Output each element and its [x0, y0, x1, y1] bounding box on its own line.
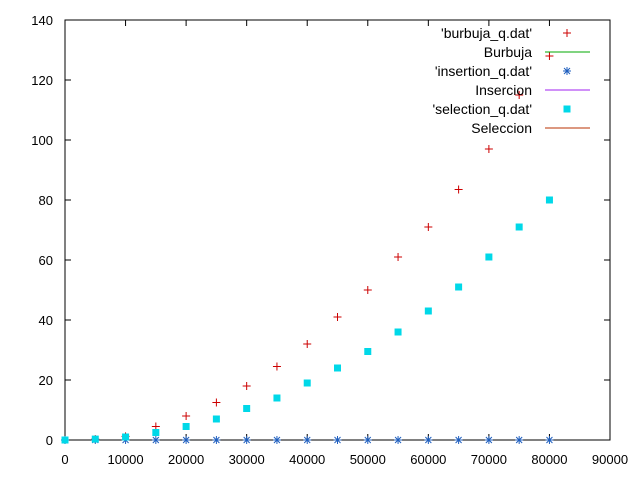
- series-4-point: [91, 435, 99, 443]
- series-2-point: [424, 436, 433, 444]
- series-0-point: [484, 145, 493, 153]
- series-0-point: [212, 398, 221, 407]
- series-0-point: [363, 286, 372, 294]
- series-0-point: [303, 340, 312, 348]
- series-2-point: [151, 436, 160, 444]
- x-tick-label: 30000: [229, 452, 265, 467]
- series-0-point: [424, 223, 433, 231]
- series-2-point: [182, 436, 191, 444]
- series-4-point: [61, 436, 69, 444]
- series-2-point: [394, 436, 403, 444]
- series-4-point: [152, 429, 160, 436]
- x-tick-label: 0: [61, 452, 68, 467]
- legend-marker-sample: [563, 105, 571, 113]
- y-tick-label: 0: [46, 433, 53, 448]
- series-4-point: [212, 415, 220, 423]
- series-4-point: [515, 223, 523, 231]
- series-2-point: [303, 436, 312, 444]
- series-0-point: [545, 52, 554, 60]
- y-tick-label: 120: [31, 73, 53, 88]
- series-4-point: [334, 364, 341, 372]
- legend-marker-sample: [563, 67, 571, 75]
- series-4-point: [485, 253, 493, 261]
- x-tick-label: 50000: [350, 452, 386, 467]
- x-tick-label: 10000: [107, 452, 143, 467]
- legend-label: Insercion: [475, 82, 532, 98]
- series-2-point: [363, 436, 372, 444]
- legend-label: Burbuja: [484, 44, 532, 60]
- series-2-point: [212, 436, 221, 444]
- series-2-point: [333, 436, 342, 444]
- x-tick-label: 90000: [592, 452, 628, 467]
- series-2-point: [515, 436, 524, 444]
- series-4-point: [303, 379, 311, 387]
- series-4-point: [243, 405, 251, 412]
- series-0-point: [242, 382, 251, 390]
- y-tick-label: 140: [31, 13, 53, 28]
- series-2-point: [545, 436, 554, 444]
- legend-label: 'insertion_q.dat': [435, 63, 532, 79]
- series-0-point: [454, 185, 463, 194]
- series-0-point: [182, 412, 191, 420]
- y-tick-label: 40: [39, 313, 53, 328]
- x-tick-label: 40000: [289, 452, 325, 467]
- series-0-point: [515, 91, 524, 99]
- legend-marker-sample: [563, 29, 571, 37]
- x-tick-label: 70000: [471, 452, 507, 467]
- legend-label: 'burbuja_q.dat': [441, 25, 532, 41]
- series-0-point: [394, 253, 403, 261]
- series-2-point: [484, 436, 493, 444]
- series-2-point: [242, 436, 251, 444]
- x-tick-label: 20000: [168, 452, 204, 467]
- series-0-point: [272, 362, 281, 371]
- x-tick-label: 80000: [531, 452, 567, 467]
- series-2-point: [454, 436, 463, 444]
- series-4-point: [122, 433, 130, 441]
- series-4-point: [364, 348, 372, 355]
- y-tick-label: 60: [39, 253, 53, 268]
- series-2-point: [272, 436, 281, 444]
- x-tick-label: 60000: [410, 452, 446, 467]
- y-tick-label: 20: [39, 373, 53, 388]
- legend: 'burbuja_q.dat' Burbuja 'insertion_q.dat' I…: [432, 25, 590, 136]
- series-4-point: [424, 307, 432, 315]
- y-tick-label: 100: [31, 133, 53, 148]
- legend-label: 'selection_q.dat': [432, 101, 532, 117]
- series-4-point: [273, 394, 281, 402]
- legend-label: Seleccion: [471, 120, 532, 136]
- series-0-point: [333, 313, 342, 321]
- series-4-point: [545, 196, 553, 204]
- data-marks: [61, 52, 554, 444]
- series-4-point: [182, 423, 190, 430]
- series-4-point: [394, 328, 402, 336]
- axes: 0 10000 20000 30000 40000 50000 60000 70000 8000…: [31, 13, 628, 467]
- y-tick-label: 80: [39, 193, 53, 208]
- series-4-point: [455, 283, 463, 291]
